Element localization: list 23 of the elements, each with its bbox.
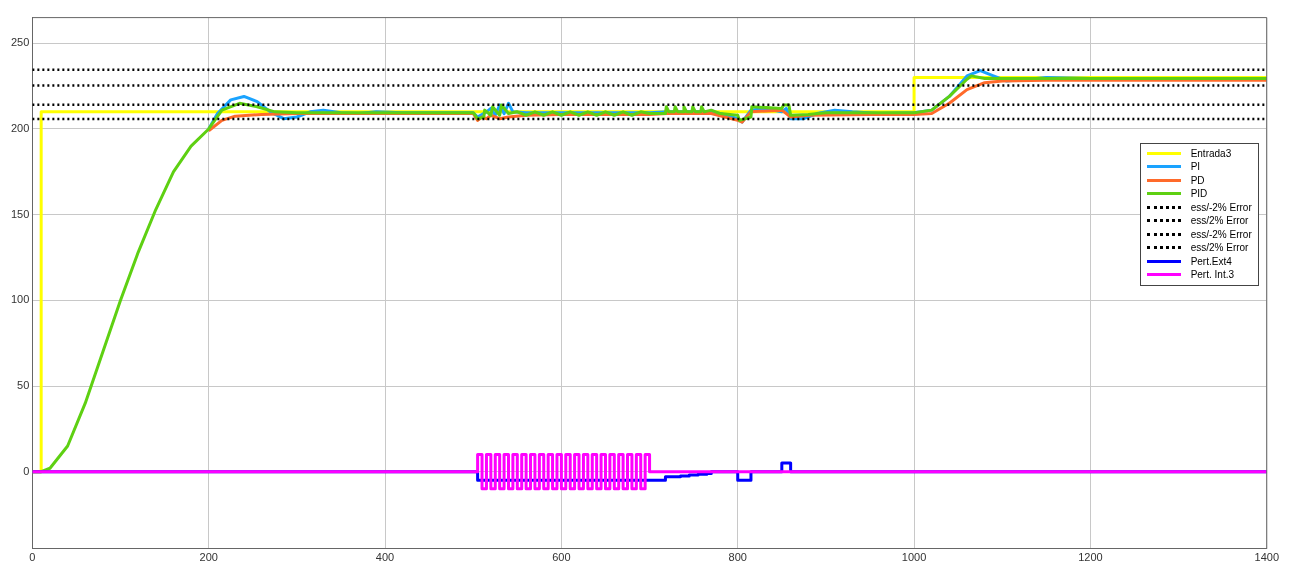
legend-label: ess/2% Error xyxy=(1190,214,1249,228)
y-tick-label: 150 xyxy=(10,207,30,220)
legend-label: ess/2% Error xyxy=(1190,241,1249,255)
x-tick-label: 1400 xyxy=(1254,551,1280,564)
y-tick-label: 100 xyxy=(10,293,30,306)
legend-label: Pert.Ext4 xyxy=(1190,254,1232,269)
legend-label: Entrada3 xyxy=(1190,146,1232,161)
legend-label: Pert. Int.3 xyxy=(1190,268,1234,282)
y-tick-label: 50 xyxy=(17,379,30,392)
y-tick-label: 250 xyxy=(10,36,30,49)
x-tick-label: 1200 xyxy=(1078,551,1103,564)
legend-label: PD xyxy=(1190,173,1205,188)
x-tick-label: 600 xyxy=(552,551,571,564)
legend-label: PI xyxy=(1190,160,1201,174)
x-tick-label: 800 xyxy=(728,551,747,564)
x-tick-label: 400 xyxy=(375,551,395,564)
y-tick-label: 200 xyxy=(10,122,30,135)
x-tick-label: 1000 xyxy=(901,551,927,564)
x-tick-label: 200 xyxy=(199,551,218,564)
legend-label: ess/-2% Error xyxy=(1190,200,1252,215)
legend-label: ess/-2% Error xyxy=(1190,227,1252,242)
legend-label: PID xyxy=(1190,187,1208,201)
y-tick-label: 0 xyxy=(23,464,30,477)
